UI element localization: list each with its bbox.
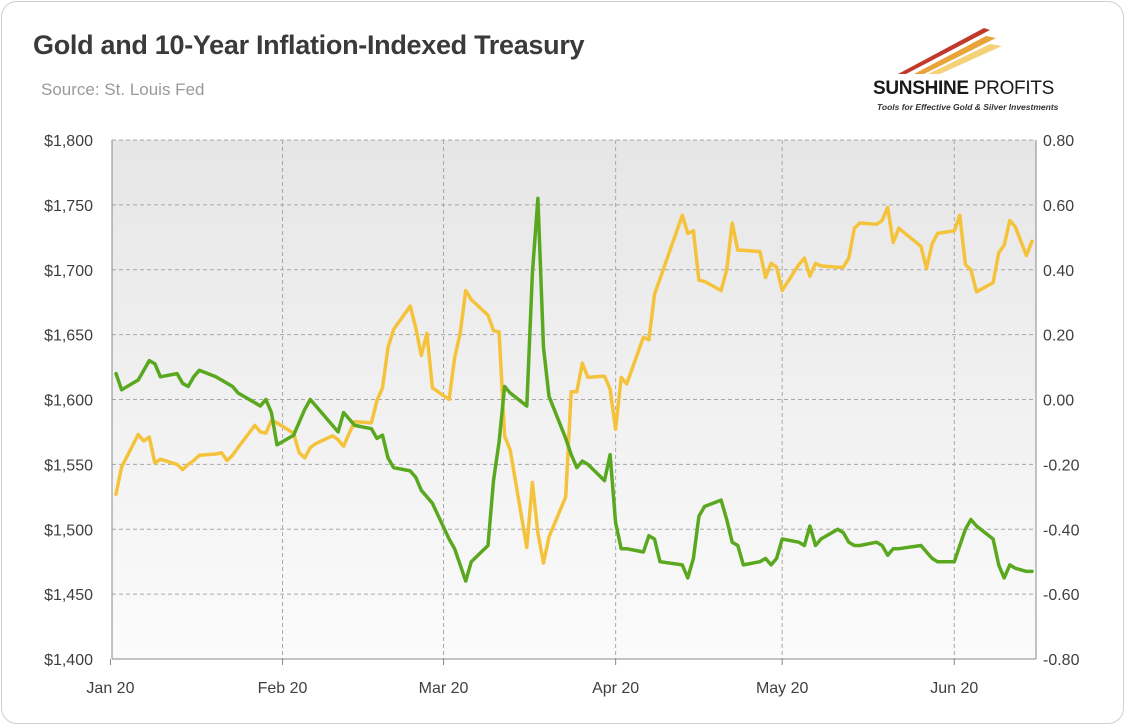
logo-name-light: PROFITS	[973, 78, 1055, 99]
logo-name: SUNSHINE PROFITS	[873, 78, 1054, 100]
series-lines	[114, 196, 1034, 583]
y-right-tick-label: 0.40	[1043, 263, 1074, 280]
x-tick-label: Feb 20	[258, 680, 308, 697]
y-right-tick-label: -0.80	[1043, 652, 1080, 669]
tick-labels: $1,400 -0.80 $1,450 -0.60 $1,500 -0.40 $1,550 -…	[44, 133, 1080, 697]
x-tick-label: Apr 20	[592, 680, 639, 697]
x-tick-label: Mar 20	[419, 680, 469, 697]
logo-tagline: Tools for Effective Gold & Silver Invest…	[877, 102, 1059, 112]
x-tick-label: Jun 20	[930, 680, 978, 697]
y-right-tick-label: -0.40	[1043, 522, 1080, 539]
y-left-tick-label: $1,700	[44, 263, 93, 280]
axes	[109, 140, 1037, 665]
y-right-tick-label: -0.20	[1043, 457, 1080, 474]
gold-price-line	[114, 205, 1034, 565]
y-left-tick-label: $1,750	[44, 198, 93, 215]
y-right-tick-label: 0.60	[1043, 198, 1074, 215]
y-left-tick-label: $1,650	[44, 328, 93, 345]
y-left-tick-label: $1,800	[44, 133, 93, 150]
x-tick-label: May 20	[756, 680, 809, 697]
logo-swoosh-icon	[898, 28, 1002, 74]
y-right-tick-label: 0.00	[1043, 393, 1074, 410]
y-right-tick-label: -0.60	[1043, 587, 1080, 604]
source-note: Source: St. Louis Fed	[41, 80, 205, 99]
x-tick-label: Jan 20	[86, 680, 134, 697]
y-right-tick-label: 0.80	[1043, 133, 1074, 150]
logo-name-bold: SUNSHINE	[873, 78, 969, 99]
y-left-tick-label: $1,600	[44, 393, 93, 410]
tips-yield-line	[114, 196, 1034, 583]
y-right-tick-label: 0.20	[1043, 328, 1074, 345]
y-left-tick-label: $1,500	[44, 522, 93, 539]
y-left-tick-label: $1,450	[44, 587, 93, 604]
y-left-tick-label: $1,550	[44, 457, 93, 474]
chart-title: Gold and 10-Year Inflation-Indexed Treas…	[33, 30, 585, 60]
y-left-tick-label: $1,400	[44, 652, 93, 669]
sunshine-profits-logo: SUNSHINE PROFITS Tools for Effective Gol…	[868, 22, 1078, 114]
